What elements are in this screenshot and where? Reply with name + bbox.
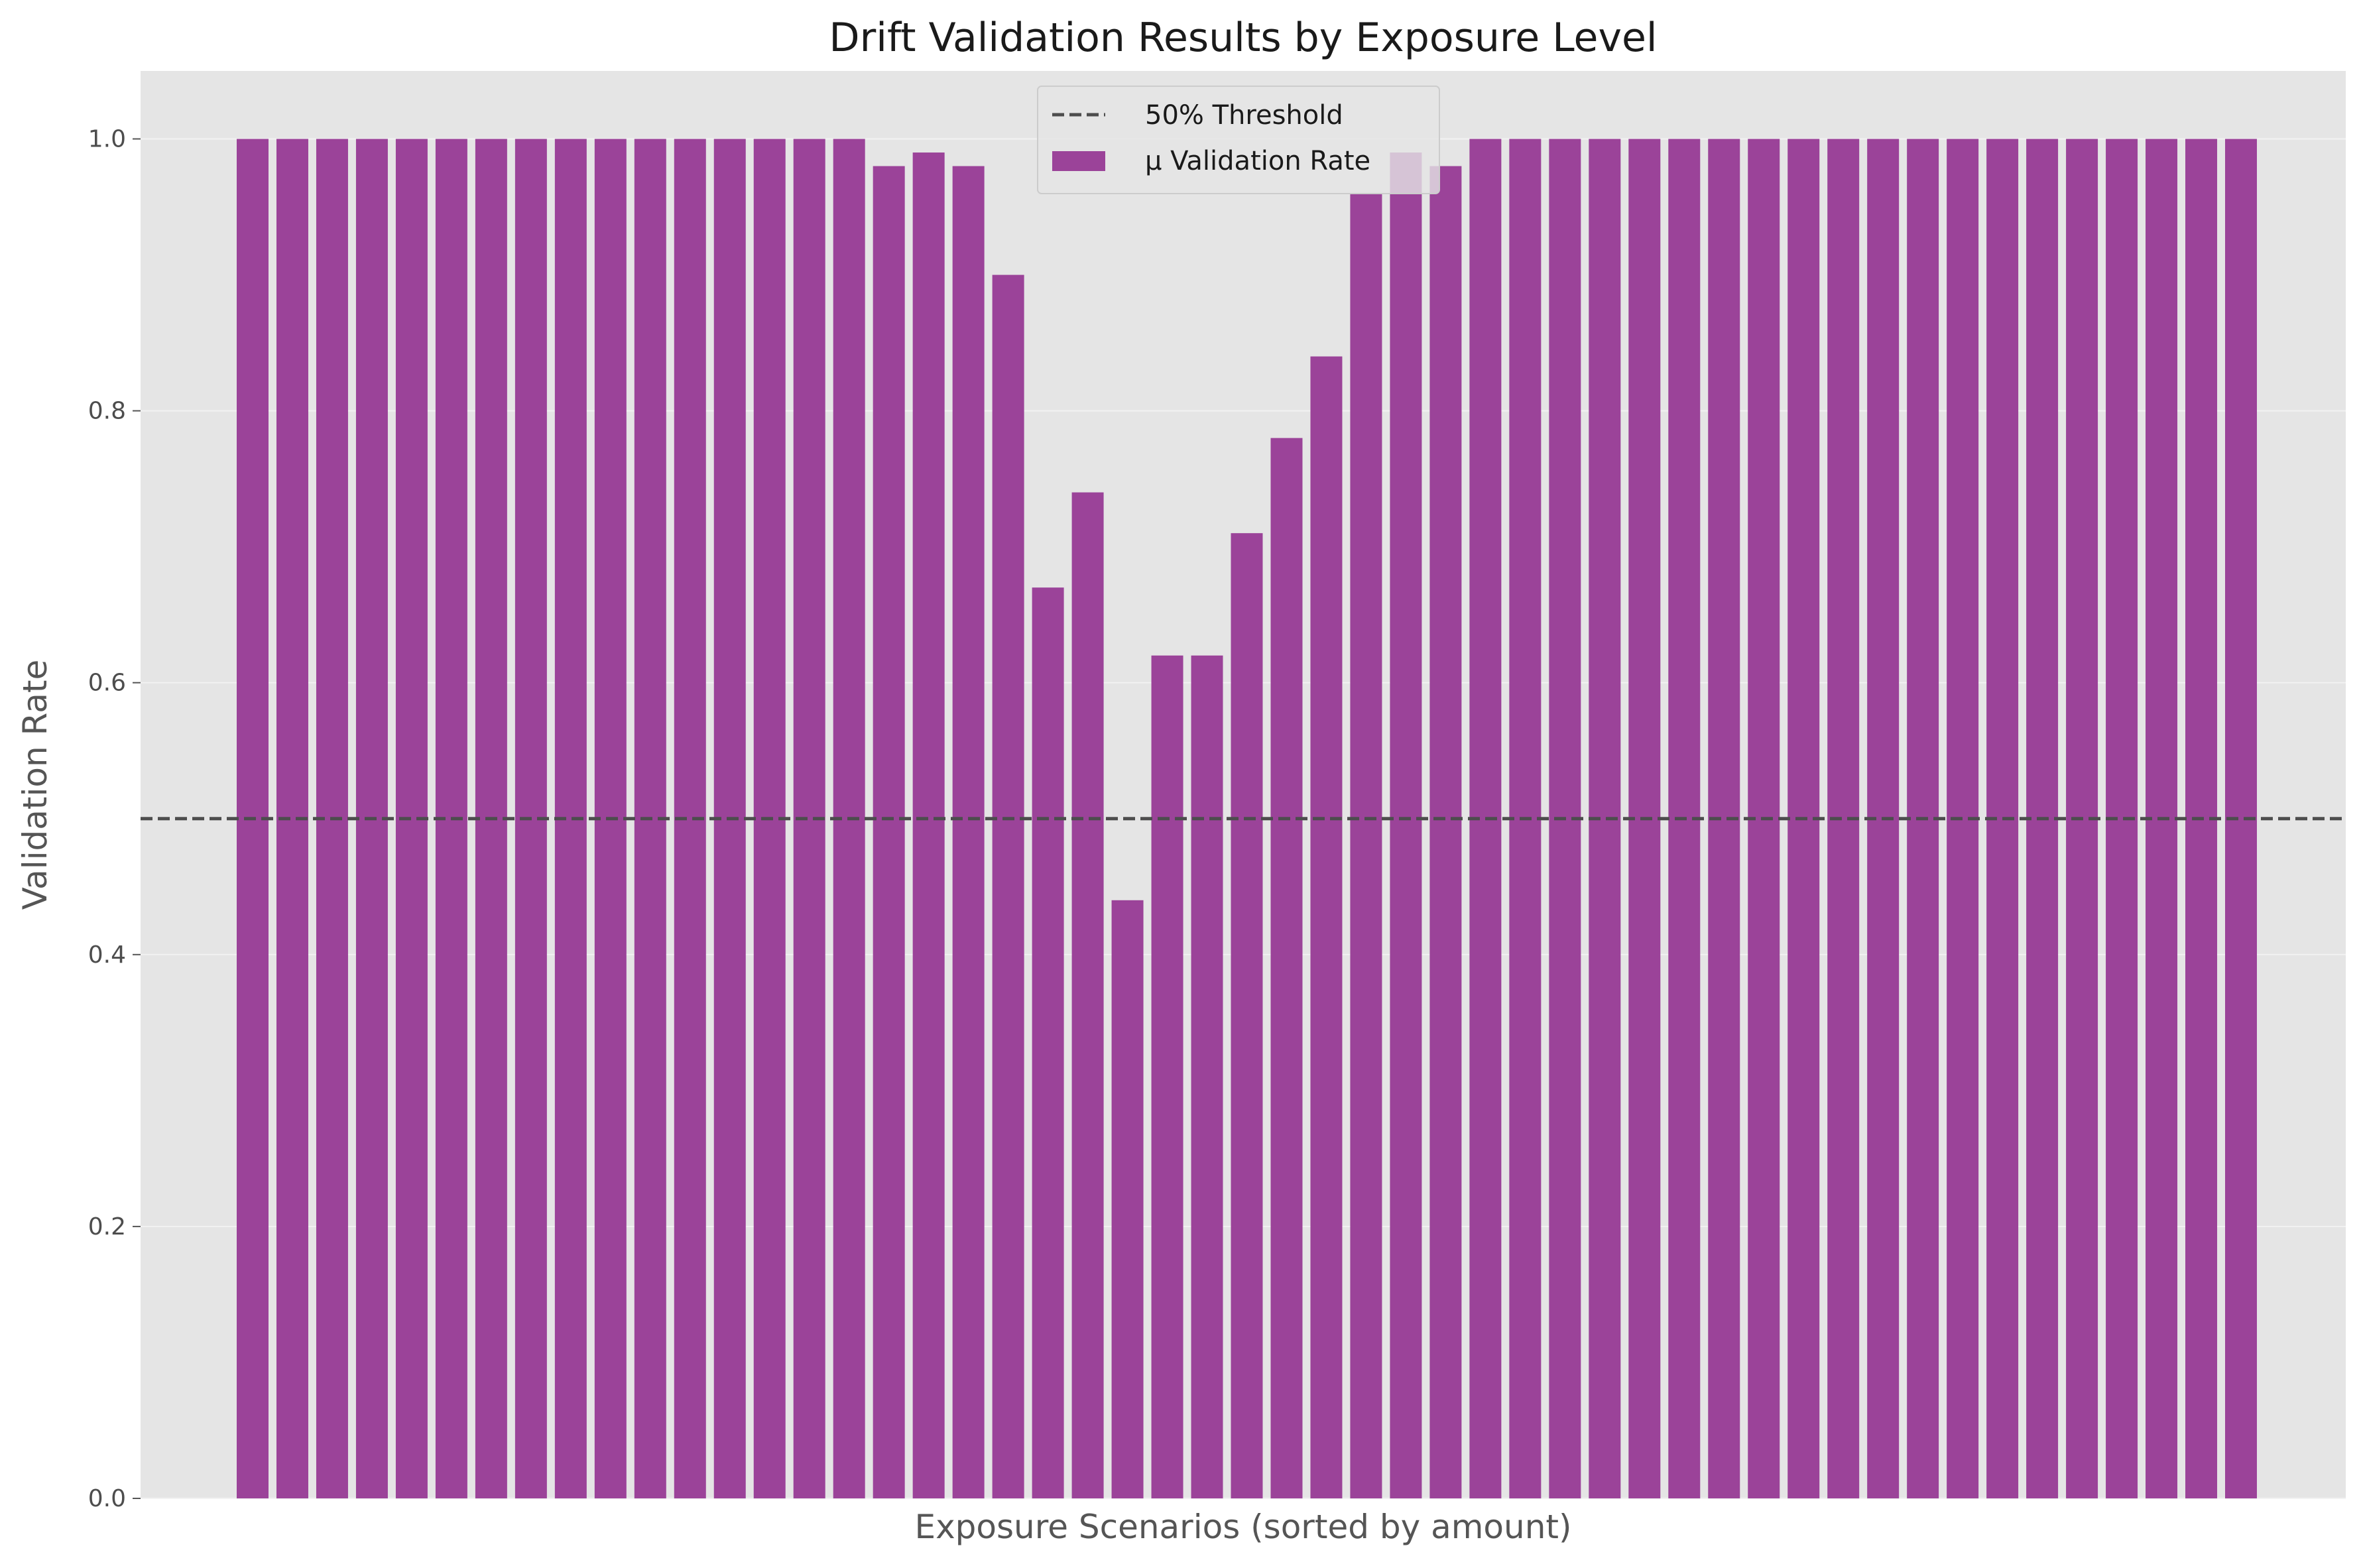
bar-31	[1429, 166, 1462, 1499]
bar-19	[952, 166, 985, 1499]
y-tick-label: 0.6	[88, 670, 126, 697]
y-tick-label: 1.0	[88, 126, 126, 153]
legend: 50% Threshold μ Validation Rate	[1037, 86, 1440, 194]
legend-series-label: μ Validation Rate	[1145, 146, 1370, 176]
bar-26	[1231, 533, 1263, 1499]
legend-bar-swatch	[1052, 151, 1105, 171]
y-tick-label: 0.4	[88, 941, 126, 969]
bar-18	[912, 152, 945, 1498]
chart-title: Drift Validation Results by Exposure Lev…	[829, 15, 1657, 61]
bar-27	[1270, 438, 1303, 1498]
bar-23	[1111, 900, 1144, 1498]
bar-30	[1390, 152, 1422, 1498]
y-tick-label: 0.2	[88, 1213, 126, 1240]
bar-24	[1151, 655, 1183, 1498]
bar-25	[1191, 655, 1223, 1498]
y-tick-label: 0.8	[88, 398, 126, 425]
bar-17	[873, 166, 905, 1499]
bar-28	[1310, 356, 1343, 1498]
y-axis-ticks: 0.0 0.2 0.4 0.6 0.8 1.0	[88, 126, 141, 1512]
y-axis-label: Validation Rate	[16, 660, 54, 910]
legend-threshold-label: 50% Threshold	[1145, 100, 1343, 131]
y-tick-label: 0.0	[88, 1485, 126, 1512]
legend-box	[1037, 86, 1440, 194]
x-axis-label: Exposure Scenarios (sorted by amount)	[914, 1508, 1571, 1546]
bar-21	[1032, 587, 1064, 1499]
bar-29	[1350, 193, 1382, 1498]
bar-20	[992, 274, 1024, 1499]
bar-22	[1071, 492, 1104, 1498]
